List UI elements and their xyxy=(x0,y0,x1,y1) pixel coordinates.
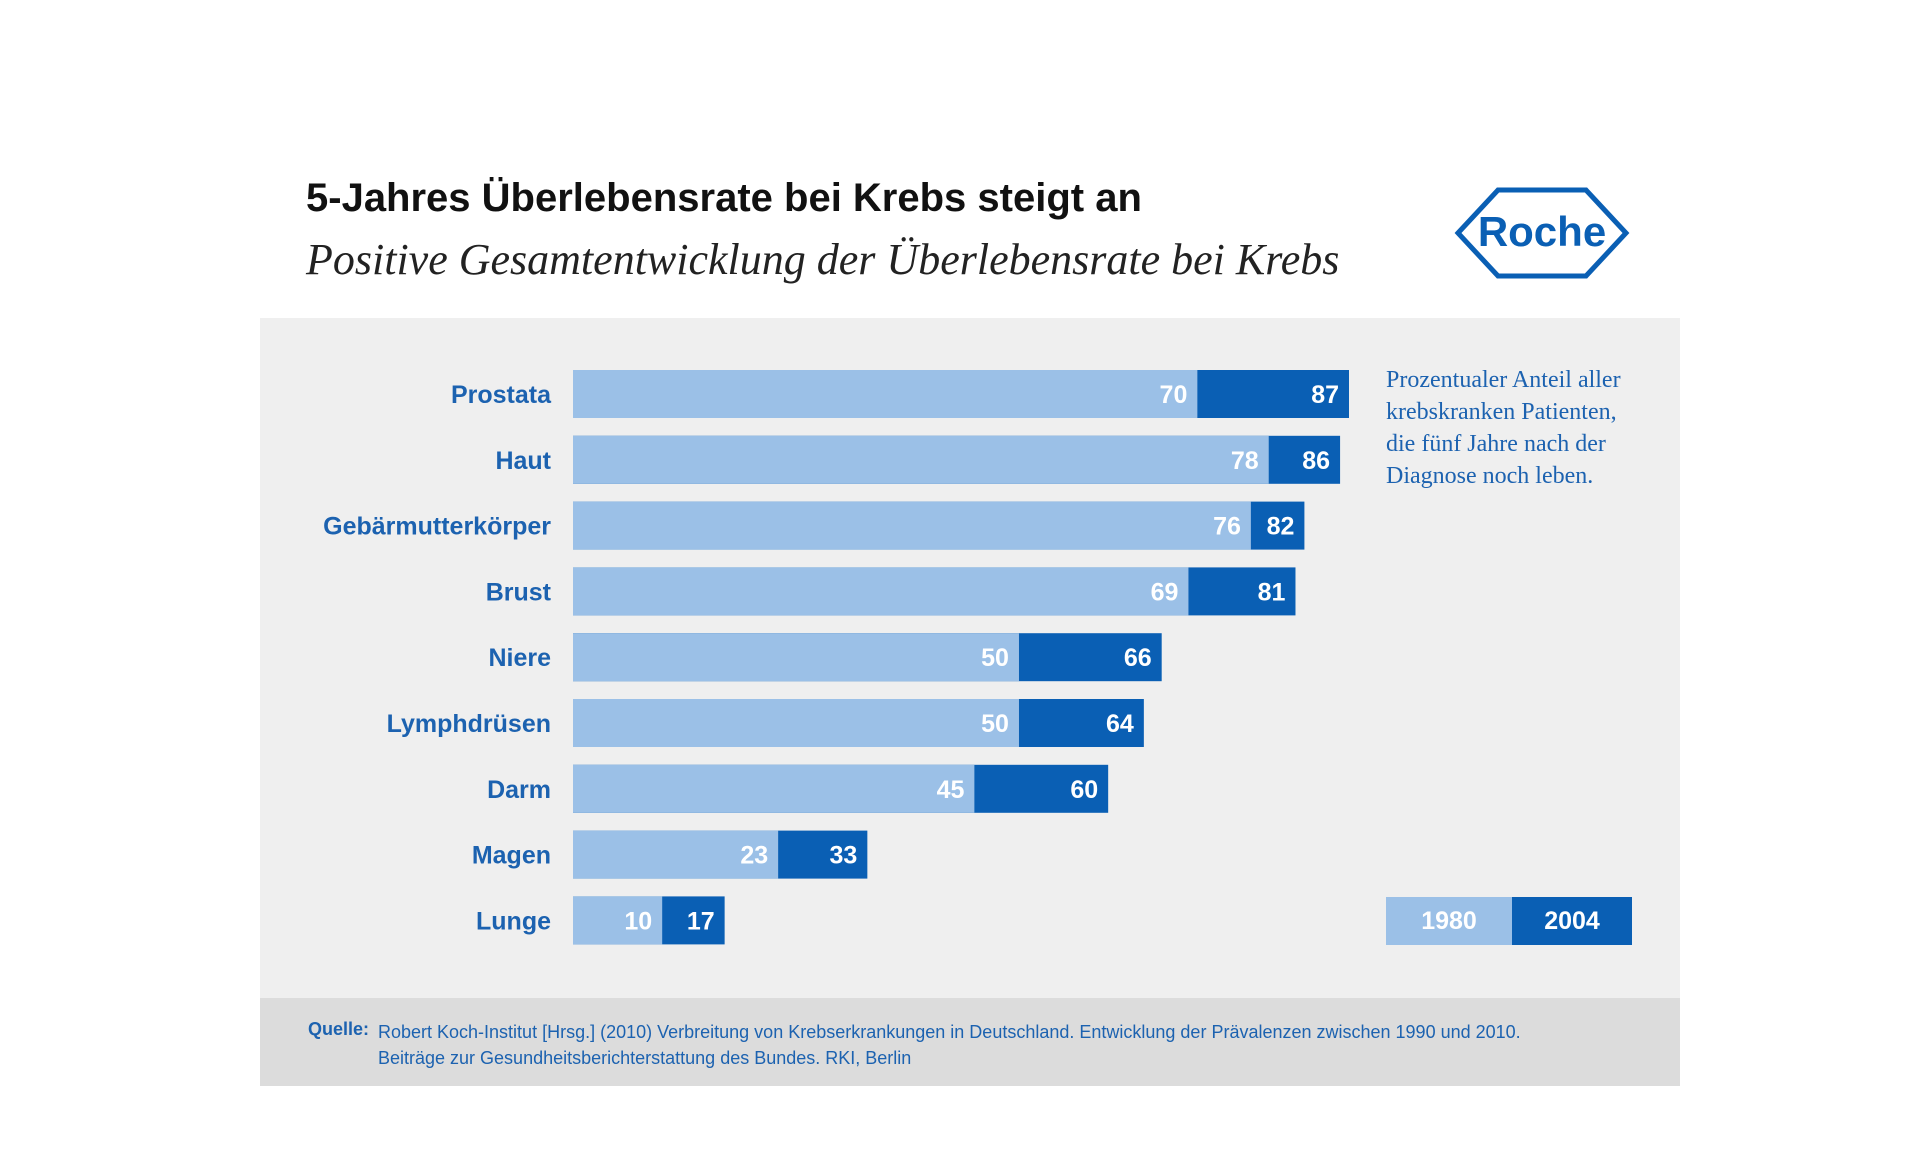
bar-1980 xyxy=(573,370,1198,418)
category-label: Niere xyxy=(488,644,551,672)
data-label-1980: 70 xyxy=(1160,381,1188,409)
data-label-1980: 78 xyxy=(1231,447,1259,475)
data-label-1980: 69 xyxy=(1151,578,1179,606)
bar-1980 xyxy=(573,435,1269,484)
category-label: Prostata xyxy=(451,381,552,409)
bar-1980 xyxy=(573,764,975,813)
source-text: Robert Koch-Institut [Hrsg.] (2010) Verb… xyxy=(378,1019,1668,1071)
data-label-2004: 17 xyxy=(687,907,715,935)
chart-legend: 1980 2004 xyxy=(1386,897,1632,945)
data-label-2004: 86 xyxy=(1302,447,1330,475)
bar-chart: Prostata 70 87 Haut 78 86 Gebärmutterkörper 76 8… xyxy=(323,370,1349,945)
chart-panel: Prostata 70 87 Haut 78 86 Gebärmutterkörper 76 8… xyxy=(260,318,1680,998)
data-label-2004: 66 xyxy=(1124,644,1152,672)
roche-logo-text: Roche xyxy=(1478,208,1606,255)
source-label: Quelle: xyxy=(308,1019,370,1039)
source-box: Quelle: Robert Koch-Institut [Hrsg.] (20… xyxy=(260,998,1680,1086)
bar-1980 xyxy=(573,830,779,879)
category-label: Lymphdrüsen xyxy=(387,710,551,738)
legend-item-1980: 1980 xyxy=(1386,897,1512,945)
data-label-1980: 45 xyxy=(937,776,965,804)
data-label-2004: 33 xyxy=(830,842,858,870)
data-label-2004: 87 xyxy=(1311,381,1339,409)
category-label: Magen xyxy=(472,842,551,870)
bar-1980 xyxy=(573,699,1019,747)
chart-note: Prozentualer Anteil aller krebskranken P… xyxy=(1386,367,1621,489)
chart-title: 5-Jahres Überlebensrate bei Krebs steigt… xyxy=(306,176,1142,220)
category-label: Gebärmutterkörper xyxy=(323,513,551,541)
source-line: Robert Koch-Institut [Hrsg.] (2010) Verb… xyxy=(378,1022,1521,1042)
data-label-1980: 50 xyxy=(981,644,1009,672)
roche-logo-hexagon xyxy=(1454,187,1630,279)
data-label-2004: 60 xyxy=(1070,776,1098,804)
legend-item-2004: 2004 xyxy=(1512,897,1632,945)
category-label: Brust xyxy=(486,578,552,606)
source-line: Beiträge zur Gesundheitsberichterstattun… xyxy=(378,1048,912,1068)
bar-1980 xyxy=(573,567,1189,616)
data-label-1980: 76 xyxy=(1213,513,1241,541)
bar-1980 xyxy=(573,501,1251,550)
chart-subtitle: Positive Gesamtentwicklung der Überleben… xyxy=(306,235,1340,284)
bar-1980 xyxy=(573,896,663,945)
category-label: Haut xyxy=(495,447,551,475)
category-label: Lunge xyxy=(476,907,551,935)
data-label-1980: 50 xyxy=(981,710,1009,738)
data-label-2004: 64 xyxy=(1106,710,1134,738)
data-label-2004: 82 xyxy=(1267,513,1295,541)
roche-logo: Roche xyxy=(1454,187,1630,279)
bar-1980 xyxy=(573,633,1019,682)
data-label-2004: 81 xyxy=(1258,578,1286,606)
category-label: Darm xyxy=(487,776,551,804)
data-label-1980: 23 xyxy=(740,842,768,870)
data-label-1980: 10 xyxy=(624,907,652,935)
